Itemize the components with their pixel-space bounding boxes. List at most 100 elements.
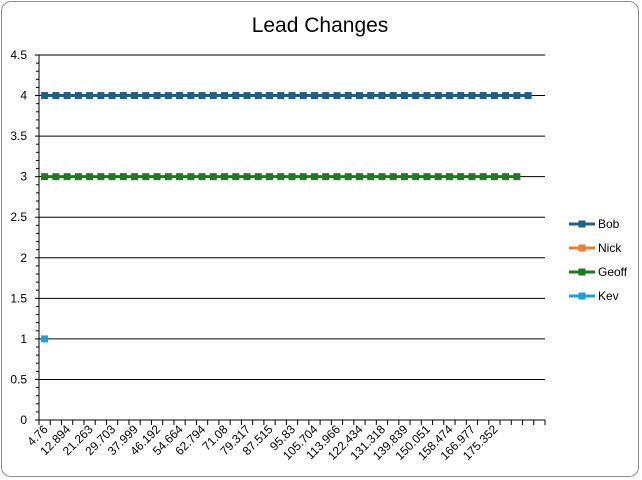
data-point-bob bbox=[153, 92, 161, 100]
data-point-geoff bbox=[97, 173, 105, 181]
data-point-geoff bbox=[299, 173, 307, 181]
y-tick-label: 0 bbox=[20, 413, 27, 427]
data-point-bob bbox=[389, 92, 397, 100]
data-point-geoff bbox=[355, 173, 363, 181]
data-point-geoff bbox=[41, 173, 49, 181]
data-point-geoff bbox=[119, 173, 127, 181]
data-point-bob bbox=[63, 92, 71, 100]
data-point-bob bbox=[187, 92, 195, 100]
data-point-bob bbox=[97, 92, 105, 100]
legend-label-geoff: Geoff bbox=[598, 265, 628, 279]
data-point-geoff bbox=[221, 173, 229, 181]
data-point-bob bbox=[513, 92, 521, 100]
data-point-geoff bbox=[445, 173, 453, 181]
data-point-bob bbox=[344, 92, 352, 100]
y-tick-label: 1.5 bbox=[10, 291, 27, 305]
data-point-bob bbox=[400, 92, 408, 100]
data-point-bob bbox=[310, 92, 318, 100]
data-point-geoff bbox=[479, 173, 487, 181]
data-point-geoff bbox=[74, 173, 82, 181]
y-tick-label: 2.5 bbox=[10, 210, 27, 224]
gridlines bbox=[39, 54, 545, 380]
data-point-geoff bbox=[367, 173, 375, 181]
y-tick-label: 4 bbox=[20, 89, 27, 103]
data-point-bob bbox=[52, 92, 60, 100]
data-point-bob bbox=[333, 92, 341, 100]
data-point-bob bbox=[131, 92, 139, 100]
data-point-bob bbox=[479, 92, 487, 100]
data-point-geoff bbox=[52, 173, 60, 181]
data-point-geoff bbox=[333, 173, 341, 181]
data-point-geoff bbox=[457, 173, 465, 181]
data-point-bob bbox=[232, 92, 240, 100]
data-point-geoff bbox=[142, 173, 150, 181]
data-point-bob bbox=[209, 92, 217, 100]
data-point-geoff bbox=[187, 173, 195, 181]
data-point-geoff bbox=[164, 173, 172, 181]
data-point-geoff bbox=[344, 173, 352, 181]
data-point-bob bbox=[221, 92, 229, 100]
legend-label-bob: Bob bbox=[598, 217, 620, 231]
legend-marker-nick bbox=[578, 244, 586, 252]
data-point-geoff bbox=[198, 173, 206, 181]
data-point-bob bbox=[266, 92, 274, 100]
data-point-bob bbox=[445, 92, 453, 100]
data-point-bob bbox=[41, 92, 49, 100]
data-point-geoff bbox=[288, 173, 296, 181]
data-point-geoff bbox=[232, 173, 240, 181]
data-point-geoff bbox=[400, 173, 408, 181]
data-point-geoff bbox=[423, 173, 431, 181]
data-point-bob bbox=[524, 92, 532, 100]
data-point-bob bbox=[502, 92, 510, 100]
data-point-geoff bbox=[277, 173, 285, 181]
data-point-bob bbox=[74, 92, 82, 100]
data-point-geoff bbox=[153, 173, 161, 181]
data-point-geoff bbox=[310, 173, 318, 181]
data-point-geoff bbox=[86, 173, 94, 181]
data-point-bob bbox=[434, 92, 442, 100]
data-point-geoff bbox=[266, 173, 274, 181]
data-point-bob bbox=[490, 92, 498, 100]
data-point-geoff bbox=[502, 173, 510, 181]
data-point-geoff bbox=[389, 173, 397, 181]
legend-marker-bob bbox=[578, 220, 586, 228]
legend-marker-kev bbox=[578, 292, 586, 300]
y-tick-label: 1 bbox=[20, 332, 27, 346]
data-point-bob bbox=[164, 92, 172, 100]
data-point-geoff bbox=[243, 173, 251, 181]
data-point-kev bbox=[41, 335, 49, 343]
data-point-bob bbox=[86, 92, 94, 100]
y-tick-label: 3 bbox=[20, 170, 27, 184]
data-point-geoff bbox=[176, 173, 184, 181]
data-point-bob bbox=[468, 92, 476, 100]
data-point-bob bbox=[457, 92, 465, 100]
axes: 00.511.522.533.544.54.7612.89421.26329.7… bbox=[10, 48, 546, 463]
data-point-geoff bbox=[412, 173, 420, 181]
data-point-geoff bbox=[63, 173, 71, 181]
y-tick-label: 0.5 bbox=[10, 372, 27, 386]
series-group bbox=[41, 92, 532, 343]
data-point-bob bbox=[288, 92, 296, 100]
chart-title: Lead Changes bbox=[252, 14, 389, 37]
legend-label-kev: Kev bbox=[598, 289, 619, 303]
data-point-bob bbox=[108, 92, 116, 100]
legend-label-nick: Nick bbox=[598, 241, 622, 255]
data-point-bob bbox=[142, 92, 150, 100]
y-tick-label: 4.5 bbox=[10, 48, 27, 62]
data-point-geoff bbox=[322, 173, 330, 181]
data-point-bob bbox=[243, 92, 251, 100]
data-point-geoff bbox=[513, 173, 521, 181]
y-tick-label: 2 bbox=[20, 251, 27, 265]
data-point-geoff bbox=[254, 173, 262, 181]
data-point-geoff bbox=[131, 173, 139, 181]
data-point-geoff bbox=[490, 173, 498, 181]
data-point-bob bbox=[176, 92, 184, 100]
data-point-bob bbox=[322, 92, 330, 100]
data-point-geoff bbox=[209, 173, 217, 181]
data-point-geoff bbox=[434, 173, 442, 181]
data-point-bob bbox=[355, 92, 363, 100]
legend: Bob Nick Geoff Kev bbox=[569, 217, 628, 303]
data-point-geoff bbox=[468, 173, 476, 181]
